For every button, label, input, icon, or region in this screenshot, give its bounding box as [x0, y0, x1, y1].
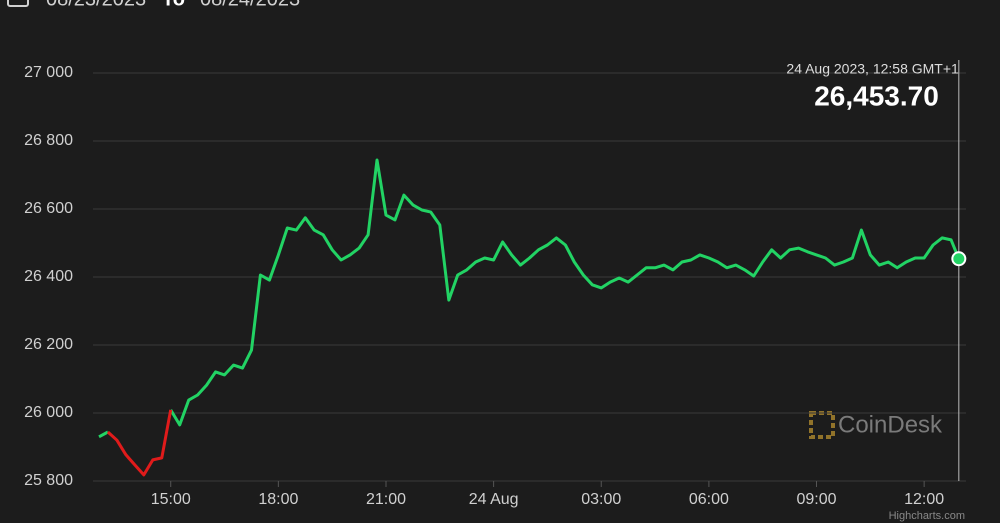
- y-tick-label: 27 000: [24, 64, 73, 81]
- x-tick-label: 21:00: [366, 491, 406, 508]
- date-to[interactable]: 08/24/2023: [200, 0, 300, 10]
- x-tick-label: 09:00: [796, 491, 836, 508]
- y-tick-label: 26 200: [24, 336, 73, 353]
- watermark-text: CoinDesk: [838, 411, 943, 438]
- tooltip-label: 24 Aug 2023, 12:58 GMT+1: [786, 61, 959, 77]
- y-tick-label: 26 800: [24, 132, 73, 149]
- date-from[interactable]: 08/23/2023: [46, 0, 146, 10]
- price-line: [98, 158, 961, 439]
- y-tick-label: 25 800: [24, 472, 73, 489]
- x-tick-label: 18:00: [258, 491, 298, 508]
- y-tick-label: 26 000: [24, 404, 73, 421]
- y-tick-label: 26 600: [24, 200, 73, 217]
- x-tick-label: 06:00: [689, 491, 729, 508]
- x-tick-label: 24 Aug: [469, 491, 519, 508]
- hover-marker: [951, 251, 967, 267]
- x-tick-label: 03:00: [581, 491, 621, 508]
- tooltip-value: 26,453.70: [814, 80, 939, 111]
- date-joiner: To: [162, 0, 185, 10]
- x-tick-label: 15:00: [151, 491, 191, 508]
- price-line: [106, 409, 173, 477]
- date-checkbox[interactable]: [7, 0, 29, 7]
- x-tick-label: 12:00: [904, 491, 944, 508]
- watermark: CoinDesk: [809, 411, 943, 439]
- credit: Highcharts.com: [889, 510, 965, 522]
- y-tick-label: 26 400: [24, 268, 73, 285]
